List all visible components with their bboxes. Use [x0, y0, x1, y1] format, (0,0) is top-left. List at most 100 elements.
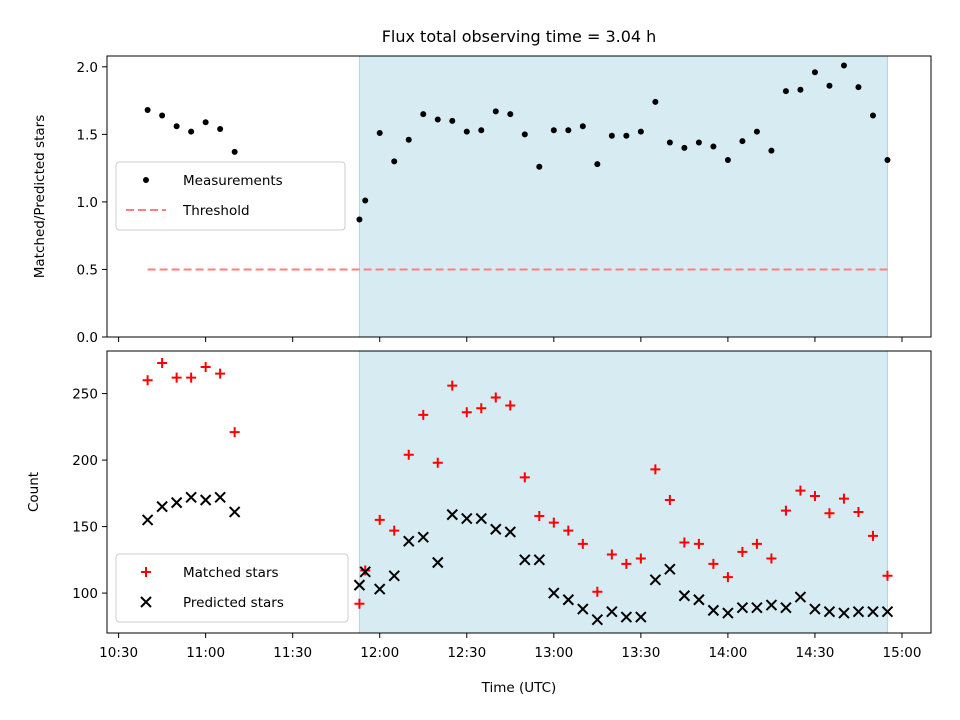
measurement-point — [356, 216, 363, 223]
predicted-stars-point — [722, 607, 734, 619]
predicted-stars-point — [823, 606, 836, 618]
predicted-stars-point — [228, 506, 241, 518]
y-tick-label: 200 — [72, 453, 98, 469]
matched-stars-point — [737, 546, 748, 557]
predicted-stars-point — [388, 570, 400, 582]
legend-box — [115, 553, 349, 623]
matched-stars-point — [606, 549, 617, 560]
measurement-point — [362, 197, 369, 204]
measurement-point — [710, 143, 717, 150]
y-tick-label: 1.5 — [77, 127, 98, 143]
axes-frame — [106, 55, 932, 338]
measurement-point — [478, 127, 485, 134]
observing-window-shade — [358, 55, 888, 338]
matched-stars-point — [751, 538, 762, 549]
predicted-stars-point — [214, 491, 226, 504]
predicted-stars-point — [141, 514, 154, 526]
predicted-stars-point — [736, 602, 749, 614]
matched-stars-point — [679, 537, 690, 548]
matched-stars-point — [229, 427, 240, 438]
legend: Matched stars Predicted stars — [115, 553, 349, 623]
predicted-stars-point — [809, 603, 821, 615]
matched-stars-point — [809, 490, 820, 501]
predicted-stars-point — [678, 590, 691, 602]
matched-stars-point — [867, 530, 878, 541]
matched-stars-point — [389, 525, 400, 536]
predicted-stars-point — [533, 554, 546, 566]
predicted-stars-point — [353, 579, 366, 591]
measurement-point — [811, 69, 818, 76]
matched-stars-point — [476, 403, 487, 414]
predicted-stars-point — [504, 526, 517, 538]
measurement-point — [840, 62, 847, 69]
matched-stars-point — [548, 517, 559, 528]
predicted-stars-point — [751, 602, 763, 614]
legend: Measurements Threshold — [115, 161, 346, 231]
matched-stars-point — [171, 372, 182, 383]
measurement-point — [855, 84, 862, 91]
predicted-stars-point — [156, 500, 168, 513]
observing-window-shade — [358, 350, 888, 634]
matched-stars-point — [447, 380, 458, 391]
matched-stars-point — [635, 553, 646, 564]
matched-stars-point — [621, 558, 632, 569]
x-tick-label: 15:00 — [883, 645, 922, 661]
matched-stars-point — [215, 368, 226, 379]
legend-x-marker — [140, 596, 152, 608]
measurement-point — [739, 138, 746, 145]
measurement-point — [217, 125, 224, 132]
predicted-stars-point — [170, 496, 183, 509]
predicted-stars-point — [780, 602, 792, 614]
x-tick-label: 13:30 — [621, 645, 660, 661]
measurement-point — [507, 111, 514, 118]
measurement-point — [681, 144, 688, 151]
measurement-point — [753, 128, 760, 135]
measurement-point — [144, 107, 151, 114]
matched-stars-point — [534, 510, 545, 521]
predicted-stars-point — [519, 554, 531, 566]
predicted-stars-point — [403, 535, 415, 547]
measurement-point — [391, 158, 398, 165]
matched-stars-point — [693, 538, 704, 549]
matched-stars-point — [490, 392, 501, 403]
predicted-stars-point — [548, 587, 560, 599]
measurement-point — [159, 112, 166, 119]
predicted-stars-point — [707, 604, 720, 617]
measurement-point — [637, 128, 644, 135]
measurement-point — [797, 86, 804, 93]
measurement-point — [521, 131, 528, 138]
matched-stars-point — [432, 457, 443, 468]
measurement-point — [550, 127, 557, 134]
measurement-point — [376, 130, 383, 137]
x-tick-label: 14:30 — [795, 645, 834, 661]
predicted-stars-point — [852, 606, 865, 618]
measurement-point — [695, 139, 702, 146]
predicted-stars-point — [475, 512, 487, 525]
y-tick-label: 2.0 — [77, 60, 98, 76]
top-panel-ratio: 0.0 0.5 1.0 1.5 2.0 Matched/Predicted stars Me… — [32, 55, 932, 346]
matched-stars-point — [722, 572, 733, 583]
matched-stars-point — [780, 505, 791, 516]
y-tick-label: 150 — [72, 520, 98, 536]
legend-label: Measurements — [183, 173, 283, 189]
legend-box — [115, 161, 346, 231]
legend-label: Threshold — [182, 203, 250, 219]
matched-stars-point — [354, 598, 365, 609]
predicted-stars-point — [490, 523, 502, 535]
bottom-panel-counts: 100 150 200 250 10:30 11:00 11:30 12:00 12:30 13:… — [26, 350, 932, 661]
matched-stars-point — [882, 570, 893, 581]
predicted-stars-point — [359, 566, 371, 578]
measurement-point — [884, 157, 891, 164]
predicted-stars-point — [794, 591, 807, 603]
predicted-stars-point — [693, 594, 705, 606]
x-tick-label: 12:30 — [447, 645, 486, 661]
matched-stars-point — [766, 553, 777, 564]
measurement-point — [202, 119, 209, 126]
x-tick-label: 11:30 — [273, 645, 312, 661]
matched-stars-point — [505, 400, 516, 411]
matched-stars-point — [403, 449, 414, 460]
matched-stars-point — [200, 361, 211, 372]
measurement-point — [536, 163, 543, 170]
measurement-point — [565, 127, 572, 134]
predicted-stars-point — [446, 508, 458, 521]
